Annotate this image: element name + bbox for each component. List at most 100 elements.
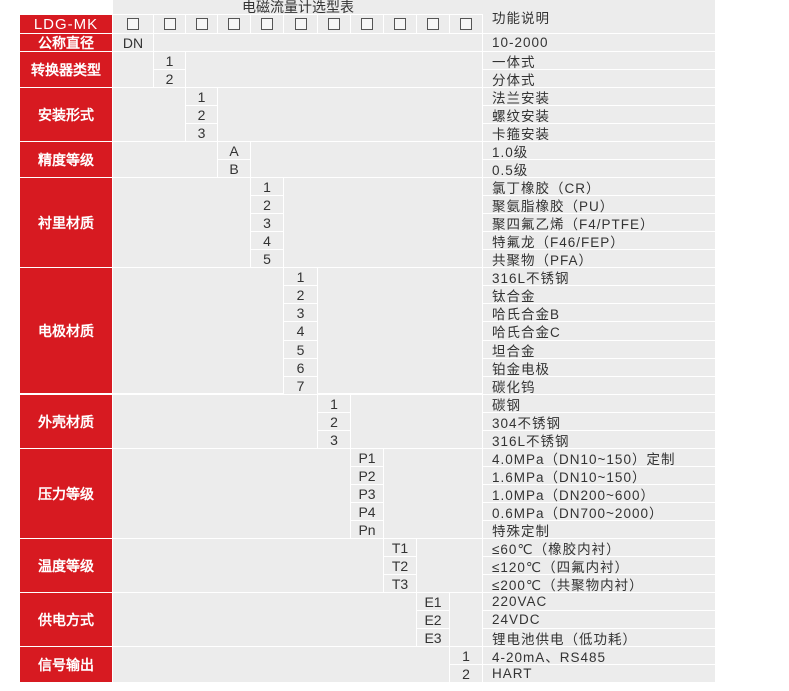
option-description: 10-2000: [483, 34, 716, 52]
option-description: 0.5级: [483, 160, 716, 178]
empty-cell: [417, 539, 483, 593]
option-description: 碳化钨: [483, 377, 716, 395]
empty-cell: [113, 178, 251, 268]
option-description: ≤60℃（橡胶内衬）: [483, 539, 716, 557]
option-code: 3: [186, 124, 218, 142]
option-description: 氯丁橡胶（CR）: [483, 178, 716, 196]
empty-cell: [113, 88, 186, 142]
option-description: 220VAC: [483, 593, 716, 611]
option-code: 5: [284, 341, 318, 359]
placeholder-square-icon: [328, 18, 340, 30]
group-label: 温度等级: [20, 539, 113, 593]
group-label: 精度等级: [20, 142, 113, 178]
empty-cell: [450, 593, 483, 647]
option-code: 2: [284, 286, 318, 304]
placeholder-square-icon: [460, 18, 472, 30]
option-code: 1: [450, 647, 483, 665]
empty-cell: [351, 395, 483, 449]
group-label: 电极材质: [20, 268, 113, 394]
option-description: 0.6MPa（DN700~2000）: [483, 503, 716, 521]
empty-cell: [113, 647, 450, 683]
placeholder-square-icon: [427, 18, 439, 30]
option-code: 1: [318, 395, 351, 413]
option-code: 7: [284, 377, 318, 395]
empty-cell: [113, 395, 318, 449]
placeholder-box: [318, 15, 351, 34]
option-description: 1.0MPa（DN200~600）: [483, 485, 716, 503]
option-description: ≤120℃（四氟内衬）: [483, 557, 716, 575]
option-description: 螺纹安装: [483, 106, 716, 124]
placeholder-square-icon: [361, 18, 373, 30]
placeholder-box: [154, 15, 186, 34]
empty-cell: [284, 178, 483, 268]
option-description: 哈氏合金B: [483, 304, 716, 322]
empty-cell: [113, 268, 284, 394]
option-code: T1: [384, 539, 417, 557]
option-code: 5: [251, 250, 284, 268]
option-description: 316L不锈钢: [483, 268, 716, 286]
group-label: 压力等级: [20, 449, 113, 539]
option-code: T3: [384, 575, 417, 593]
option-code: P3: [351, 485, 384, 503]
option-code: 1: [186, 88, 218, 106]
option-description: 316L不锈钢: [483, 431, 716, 449]
group-label: 衬里材质: [20, 178, 113, 268]
option-code: E1: [417, 593, 450, 611]
model-label: LDG-MK: [20, 15, 113, 34]
option-code: 1: [284, 268, 318, 286]
placeholder-box: [186, 15, 218, 34]
empty-cell: [113, 449, 351, 539]
empty-cell: [384, 449, 483, 539]
group-label: 信号输出: [20, 647, 113, 683]
group-label: 外壳材质: [20, 395, 113, 449]
option-description: 聚氨脂橡胶（PU）: [483, 196, 716, 214]
option-code: 2: [186, 106, 218, 124]
option-code: P1: [351, 449, 384, 467]
option-description: 共聚物（PFA）: [483, 250, 716, 268]
option-code: T2: [384, 557, 417, 575]
empty-cell: [113, 142, 218, 178]
option-code: 4: [284, 322, 318, 341]
empty-cell: [218, 88, 483, 142]
option-code: 2: [318, 413, 351, 431]
option-description: 一体式: [483, 52, 716, 70]
option-description: 4.0MPa（DN10~150）定制: [483, 449, 716, 467]
placeholder-square-icon: [127, 18, 139, 30]
option-code: 2: [251, 196, 284, 214]
placeholder-box: [218, 15, 251, 34]
option-code: 2: [154, 70, 186, 88]
option-description: 24VDC: [483, 611, 716, 629]
option-code: A: [218, 142, 251, 160]
placeholder-square-icon: [261, 18, 273, 30]
placeholder-box: [251, 15, 284, 34]
group-label: 安装形式: [20, 88, 113, 142]
option-code: E2: [417, 611, 450, 629]
option-description: 304不锈钢: [483, 413, 716, 431]
empty-cell: [113, 593, 417, 647]
empty-cell: [113, 539, 384, 593]
option-description: 4-20mA、RS485: [483, 647, 716, 665]
placeholder-square-icon: [228, 18, 240, 30]
option-code: Pn: [351, 521, 384, 539]
placeholder-square-icon: [394, 18, 406, 30]
placeholder-box: [450, 15, 483, 34]
option-description: 法兰安装: [483, 88, 716, 106]
function-header: 功能说明: [483, 0, 716, 34]
option-description: 聚四氟乙烯（F4/PTFE）: [483, 214, 716, 232]
option-description: 坦合金: [483, 341, 716, 359]
placeholder-box: [284, 15, 318, 34]
placeholder-box: [417, 15, 450, 34]
option-description: 1.6MPa（DN10~150）: [483, 467, 716, 485]
table-title: 电磁流量计选型表: [113, 0, 483, 15]
option-description: 哈氏合金C: [483, 322, 716, 341]
option-description: 分体式: [483, 70, 716, 88]
option-description: 1.0级: [483, 142, 716, 160]
option-code: 3: [284, 304, 318, 322]
empty-cell: [113, 52, 154, 88]
option-code: B: [218, 160, 251, 178]
option-code: DN: [113, 34, 154, 52]
option-description: 钛合金: [483, 286, 716, 304]
option-description: 特殊定制: [483, 521, 716, 539]
placeholder-box: [113, 15, 154, 34]
